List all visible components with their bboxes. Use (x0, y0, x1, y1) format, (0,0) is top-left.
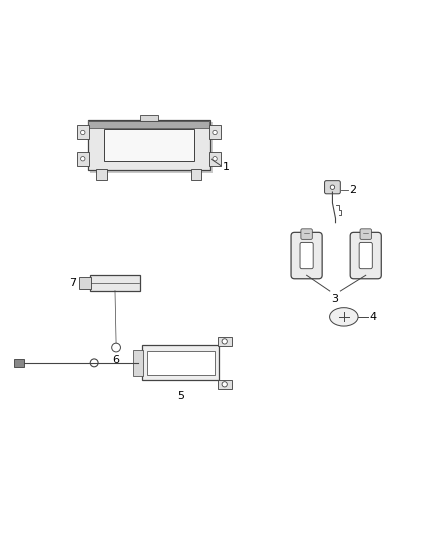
Bar (90, 123, 213, 173)
Text: 2: 2 (350, 185, 357, 195)
Circle shape (330, 185, 335, 189)
Bar (218, 379, 232, 389)
Bar (140, 115, 158, 121)
Bar (104, 130, 194, 160)
Circle shape (81, 130, 85, 135)
Circle shape (81, 157, 85, 161)
Bar (88, 120, 209, 128)
Text: 5: 5 (177, 391, 184, 401)
Circle shape (222, 339, 227, 344)
Circle shape (112, 343, 120, 352)
Ellipse shape (330, 308, 358, 326)
Bar (218, 336, 232, 346)
Bar (96, 169, 107, 180)
Text: 7: 7 (70, 278, 77, 288)
FancyBboxPatch shape (325, 181, 340, 194)
Bar (209, 152, 221, 166)
FancyBboxPatch shape (350, 232, 381, 279)
FancyBboxPatch shape (359, 243, 372, 269)
Bar (79, 277, 91, 289)
Bar (142, 345, 219, 381)
Circle shape (213, 130, 217, 135)
Bar (88, 120, 210, 170)
Circle shape (222, 382, 227, 387)
Bar (133, 350, 143, 376)
FancyBboxPatch shape (301, 229, 312, 239)
Circle shape (213, 157, 217, 161)
Bar (14, 359, 24, 367)
Text: 6: 6 (113, 355, 120, 365)
Circle shape (90, 359, 98, 367)
FancyBboxPatch shape (360, 229, 371, 239)
FancyBboxPatch shape (291, 232, 322, 279)
Bar (88, 120, 209, 128)
Bar (77, 152, 89, 166)
Bar (77, 125, 89, 140)
Bar (209, 125, 221, 140)
Text: 3: 3 (332, 294, 339, 304)
Bar (147, 351, 215, 375)
Text: 4: 4 (369, 312, 376, 322)
Text: 1: 1 (223, 161, 230, 172)
FancyBboxPatch shape (300, 243, 313, 269)
Bar (90, 275, 140, 290)
Bar (191, 169, 201, 180)
